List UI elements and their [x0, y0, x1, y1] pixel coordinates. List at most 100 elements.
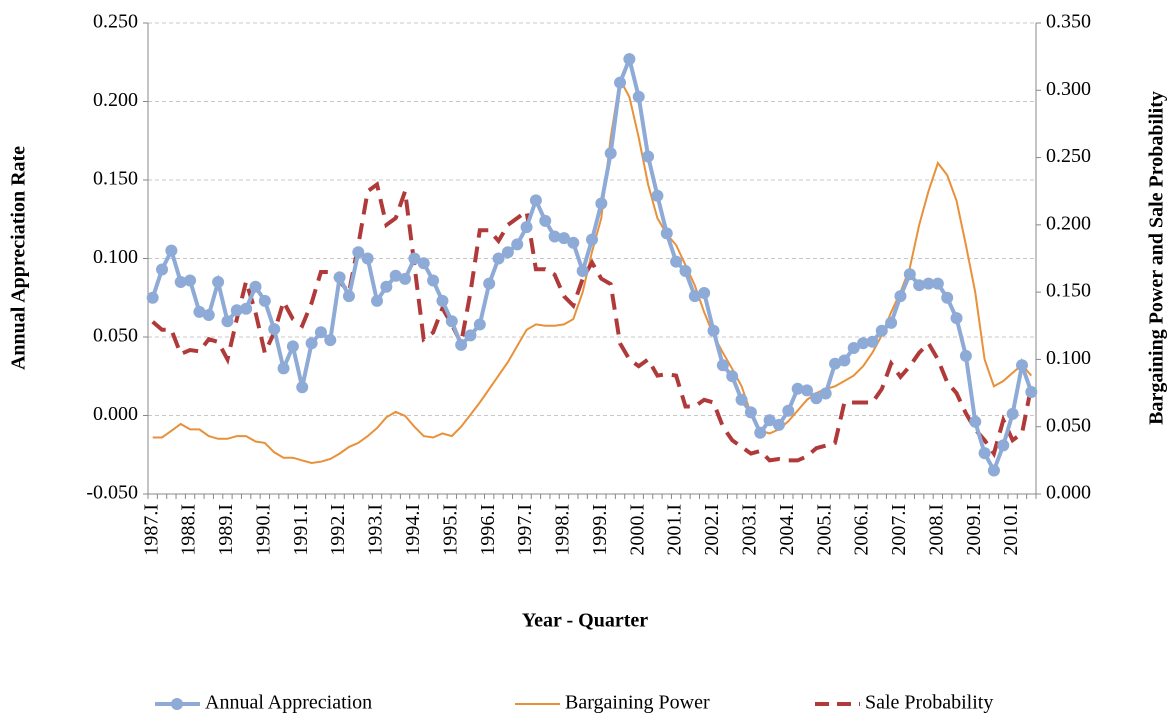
data-point — [698, 287, 711, 300]
y-tick-label: 0.100 — [93, 246, 138, 268]
data-point — [969, 415, 982, 428]
data-point — [511, 238, 524, 251]
data-point — [567, 236, 580, 249]
data-point — [342, 290, 355, 303]
data-point — [987, 464, 1000, 477]
data-point — [249, 280, 262, 293]
data-point — [997, 439, 1010, 452]
x-tick-label: 1989.I — [215, 504, 237, 556]
data-point — [922, 277, 935, 290]
x-tick-label: 2009.I — [963, 504, 985, 556]
data-point — [791, 382, 804, 395]
data-point — [660, 227, 673, 240]
data-point — [286, 340, 299, 353]
data-point — [800, 384, 813, 397]
data-point — [548, 230, 561, 243]
data-point — [296, 381, 309, 394]
data-point — [595, 197, 608, 210]
data-point — [146, 291, 159, 304]
data-point — [894, 290, 907, 303]
data-point — [165, 244, 178, 257]
data-point — [576, 265, 589, 278]
x-tick-label: 1994.I — [402, 504, 424, 556]
data-point — [829, 357, 842, 370]
x-tick-label: 2002.I — [701, 504, 723, 556]
x-tick-label: 1997.I — [514, 504, 536, 556]
x-tick-label: 2006.I — [851, 504, 873, 556]
data-point — [772, 418, 785, 431]
data-point — [614, 76, 627, 89]
data-point — [735, 393, 748, 406]
data-point — [1025, 385, 1038, 398]
data-point — [959, 349, 972, 362]
data-point — [726, 370, 739, 383]
data-point — [950, 312, 963, 325]
data-point — [361, 252, 374, 265]
legend-label: Bargaining Power — [565, 692, 710, 714]
x-tick-label: 2007.I — [888, 504, 910, 556]
data-point — [885, 316, 898, 329]
data-point — [314, 326, 327, 339]
data-point — [744, 406, 757, 419]
x-tick-label: 1993.I — [365, 504, 387, 556]
data-point — [333, 271, 346, 284]
y2-tick-label: 0.200 — [1046, 212, 1091, 234]
data-point — [539, 214, 552, 227]
data-point — [716, 359, 729, 372]
data-point — [632, 90, 645, 103]
data-point — [679, 265, 692, 278]
data-point — [202, 309, 215, 322]
y-tick-label: 0.000 — [93, 403, 138, 425]
data-point — [324, 334, 337, 347]
y2-tick-label: 0.000 — [1046, 482, 1091, 504]
x-tick-label: 1992.I — [327, 504, 349, 556]
data-point — [520, 221, 533, 234]
data-point — [604, 147, 617, 160]
data-point — [221, 315, 234, 328]
data-point — [557, 232, 570, 245]
x-axis-title: Year - Quarter — [522, 610, 648, 632]
data-point — [866, 335, 879, 348]
data-point — [436, 294, 449, 307]
data-point — [931, 277, 944, 290]
y-tick-label: -0.050 — [86, 482, 138, 504]
series-line — [152, 76, 1033, 465]
x-tick-label: 1988.I — [178, 504, 200, 556]
data-point — [174, 276, 187, 289]
y2-axis-title: Bargaining Power and Sale Probability — [1146, 91, 1168, 425]
data-point — [623, 53, 636, 66]
y2-tick-label: 0.100 — [1046, 347, 1091, 369]
data-point — [501, 246, 514, 259]
data-point — [492, 252, 505, 265]
x-tick-label: 2001.I — [664, 504, 686, 556]
data-point — [483, 277, 496, 290]
x-tick-label: 1987.I — [140, 504, 162, 556]
data-point — [782, 404, 795, 417]
data-point — [978, 447, 991, 460]
data-point — [473, 318, 486, 331]
y2-tick-label: 0.150 — [1046, 280, 1091, 302]
data-point — [1015, 359, 1028, 372]
data-point — [838, 354, 851, 367]
y2-tick-label: 0.050 — [1046, 414, 1091, 436]
data-point — [651, 189, 664, 202]
legend-label: Sale Probability — [865, 692, 993, 714]
data-point — [193, 305, 206, 318]
data-point — [184, 274, 197, 287]
data-point — [529, 194, 542, 207]
data-point — [445, 315, 458, 328]
legend-marker — [171, 698, 183, 710]
data-point — [688, 290, 701, 303]
data-point — [810, 392, 823, 405]
data-point — [258, 294, 271, 307]
data-point — [913, 279, 926, 292]
legend-label: Annual Appreciation — [205, 692, 372, 714]
x-tick-label: 2008.I — [925, 504, 947, 556]
data-point — [903, 268, 916, 281]
x-tick-label: 2004.I — [776, 504, 798, 556]
data-point — [389, 269, 402, 282]
y-tick-label: 0.200 — [93, 89, 138, 111]
data-point — [268, 323, 281, 336]
data-point — [941, 291, 954, 304]
